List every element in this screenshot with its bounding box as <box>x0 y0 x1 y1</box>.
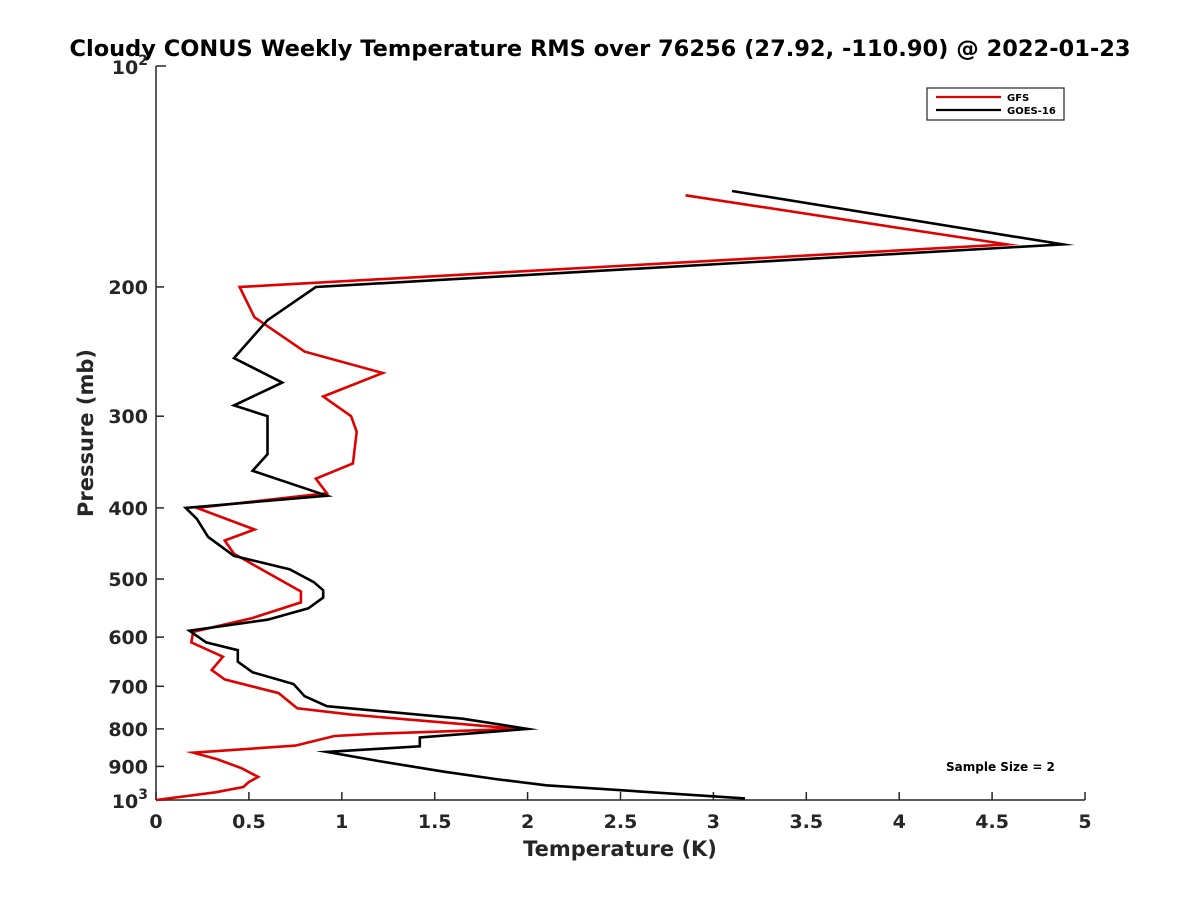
x-tick-label: 2.5 <box>604 811 638 833</box>
x-tick-label: 4.5 <box>975 811 1009 833</box>
x-tick-label: 2 <box>521 811 534 833</box>
x-tick-label: 4 <box>893 811 906 833</box>
x-tick-label: 1.5 <box>418 811 452 833</box>
legend-label-gfs: GFS <box>1007 93 1029 104</box>
sample-size-annotation: Sample Size = 2 <box>946 760 1055 774</box>
y-decade-exponent: 3 <box>138 787 148 803</box>
legend: GFS GOES-16 <box>926 87 1065 121</box>
legend-box <box>926 87 1065 121</box>
series-line-gfs <box>155 194 1020 802</box>
y-decade-tick-label: 103 <box>112 787 148 813</box>
series-lines <box>155 189 1075 802</box>
legend-label-goes16: GOES-16 <box>1007 106 1056 117</box>
x-tick-label: 3 <box>707 811 720 833</box>
plot-area: 0 0.5 1 1.5 2 2.5 3 3.5 4 4.5 5 200 300 400 500 600 700… <box>108 53 1091 833</box>
x-tick-label: 0.5 <box>232 811 266 833</box>
x-tick-label: 5 <box>1078 811 1091 833</box>
y-tick-label: 800 <box>108 719 148 741</box>
y-decade-tick-label: 102 <box>112 53 148 79</box>
y-tick-label: 200 <box>108 277 148 299</box>
chart-title: Cloudy CONUS Weekly Temperature RMS over… <box>69 36 1130 62</box>
x-tick-label: 1 <box>335 811 348 833</box>
y-tick-label: 300 <box>108 406 148 428</box>
y-tick-label: 900 <box>108 756 148 778</box>
x-tick-label: 0 <box>149 811 162 833</box>
x-tick-label: 3.5 <box>789 811 823 833</box>
y-tick-label: 400 <box>108 498 148 520</box>
y-tick-label: 500 <box>108 569 148 591</box>
y-axis-title: Pressure (mb) <box>74 349 98 517</box>
y-decade-base: 10 <box>112 791 138 813</box>
series-line-goes-16 <box>182 189 1075 800</box>
x-axis-title: Temperature (K) <box>523 837 717 861</box>
x-axis-ticks: 0 0.5 1 1.5 2 2.5 3 3.5 4 4.5 5 <box>149 792 1092 833</box>
y-decade-exponent: 2 <box>138 53 148 69</box>
y-decade-base: 10 <box>112 57 138 79</box>
y-tick-label: 600 <box>108 627 148 649</box>
y-tick-label: 700 <box>108 676 148 698</box>
